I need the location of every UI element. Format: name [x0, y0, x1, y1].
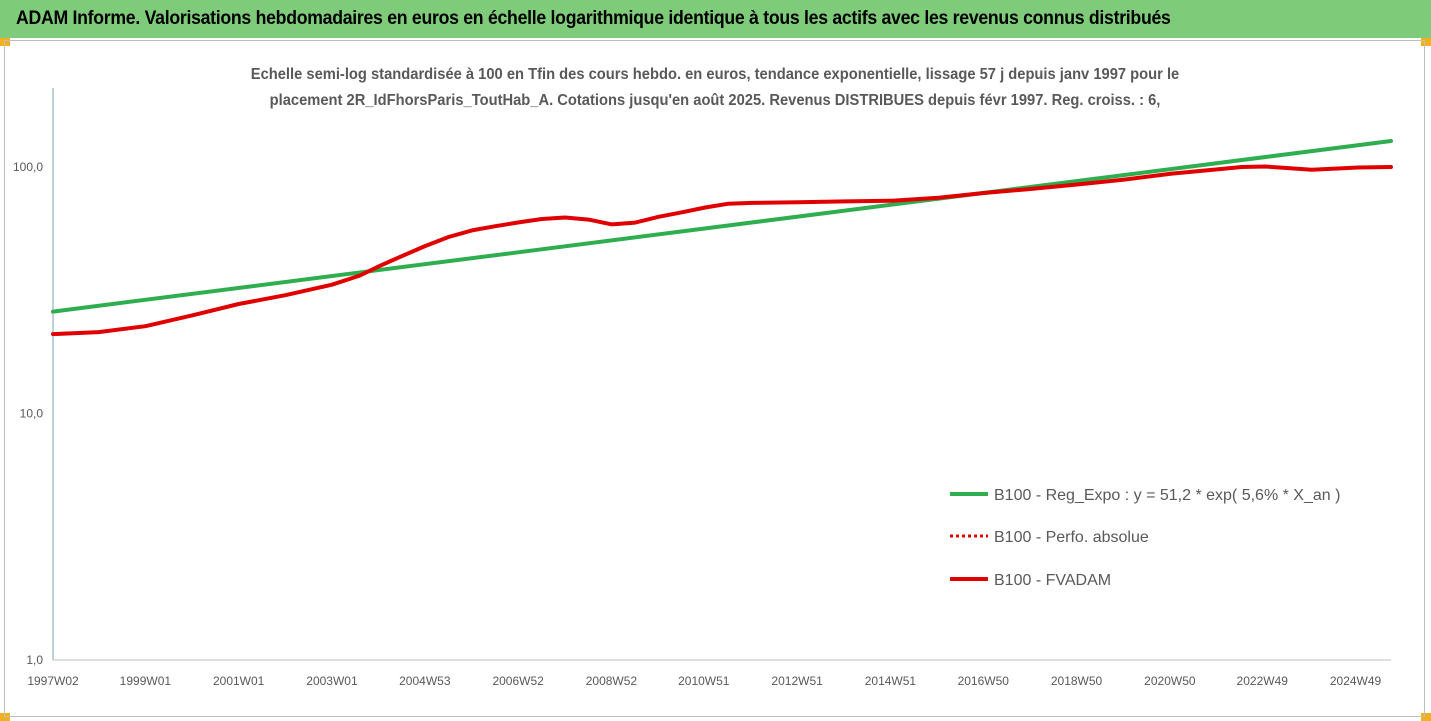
x-tick-label: 2006W52 — [492, 674, 544, 688]
banner-title: ADAM Informe. Valorisations hebdomadaire… — [16, 8, 1171, 29]
x-tick-label: 2014W51 — [865, 674, 917, 688]
y-tick-label: 1,0 — [26, 653, 43, 667]
legend-label-2: B100 - Perfo. absolue — [994, 529, 1149, 546]
chart-subtitle-line-1: Echelle semi-log standardisée à 100 en T… — [250, 66, 1180, 83]
x-tick-label: 2024W49 — [1330, 674, 1382, 688]
y-tick-label: 100,0 — [13, 160, 43, 174]
x-tick-label: 2016W50 — [958, 674, 1010, 688]
x-tick-label: 2008W52 — [586, 674, 638, 688]
chart-subtitle: Echelle semi-log standardisée à 100 en T… — [195, 62, 1235, 114]
x-tick-label: 2022W49 — [1237, 674, 1289, 688]
corner-marker-bottom-left — [0, 713, 10, 721]
x-tick-label: 2004W53 — [399, 674, 451, 688]
x-tick-label: 2003W01 — [306, 674, 358, 688]
x-tick-label: 1997W02 — [27, 674, 79, 688]
corner-marker-top-right — [1421, 38, 1431, 46]
chart-subtitle-line-2: placement 2R_IdFhorsParis_ToutHab_A. Cot… — [269, 92, 1161, 109]
x-tick-label: 2010W51 — [678, 674, 730, 688]
chart-frame — [4, 40, 1425, 717]
corner-marker-top-left — [0, 38, 10, 46]
corner-marker-bottom-right — [1421, 713, 1431, 721]
x-tick-label: 1999W01 — [120, 674, 172, 688]
legend-label-1: B100 - Reg_Expo : y = 51,2 * exp( 5,6% *… — [994, 487, 1340, 504]
legend-label-3: B100 - FVADAM — [994, 572, 1111, 589]
x-tick-label: 2012W51 — [771, 674, 823, 688]
x-tick-label: 2020W50 — [1144, 674, 1196, 688]
x-tick-label: 2001W01 — [213, 674, 265, 688]
series-line-3 — [51, 164, 1393, 337]
x-tick-label: 2018W50 — [1051, 674, 1103, 688]
y-tick-label: 10,0 — [20, 407, 44, 421]
chart-banner: ADAM Informe. Valorisations hebdomadaire… — [0, 0, 1431, 38]
series-line-1 — [51, 139, 1393, 314]
